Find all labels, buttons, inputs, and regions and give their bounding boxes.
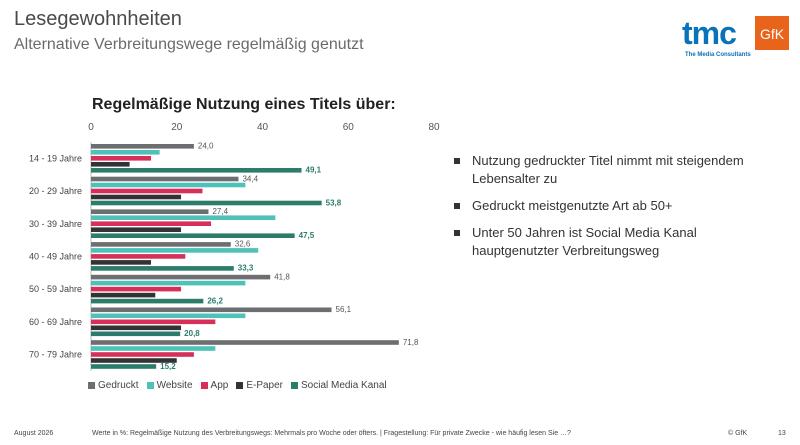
data-label: 32,6 [235, 240, 251, 249]
data-label: 71,8 [403, 338, 419, 347]
data-label: 34,4 [242, 174, 258, 183]
bar-e-paper [91, 292, 156, 298]
legend-item-website: Website [146, 380, 193, 391]
bar-social-media-kanal [91, 233, 295, 238]
bullet-item: Unter 50 Jahren ist Social Media Kanal h… [452, 224, 782, 260]
bar-gedruckt [91, 307, 332, 313]
bar-website [91, 313, 246, 319]
bar-app [91, 156, 152, 161]
key-findings-list: Nutzung gedruckter Titel nimmt mit steig… [452, 152, 782, 269]
bar-gedruckt [91, 176, 239, 182]
chart-title: Regelmäßige Nutzung eines Titels über: [92, 96, 396, 113]
legend-swatch [88, 382, 95, 389]
data-label: 56,1 [336, 305, 352, 314]
bar-e-paper [91, 325, 182, 331]
x-tick-label: 20 [171, 122, 183, 133]
bar-e-paper [91, 194, 182, 200]
data-label: 24,0 [198, 142, 214, 151]
tmc-logo-tagline: The Media Consultants [685, 52, 751, 58]
bar-social-media-kanal [91, 266, 234, 271]
legend-swatch [146, 382, 154, 389]
bar-social-media-kanal [91, 331, 181, 337]
bar-gedruckt [91, 242, 231, 247]
legend-label: Gedruckt [98, 380, 139, 391]
bar-website [91, 182, 246, 188]
data-label: 53,8 [326, 198, 342, 207]
legend-item-epaper: E-Paper [236, 380, 283, 391]
bar-e-paper [91, 358, 177, 363]
bar-gedruckt [91, 274, 271, 280]
category-label: 50 - 59 Jahre [29, 284, 82, 294]
category-label: 60 - 69 Jahre [29, 317, 82, 327]
bar-website [91, 346, 216, 351]
bar-website [91, 248, 259, 253]
bar-e-paper [91, 162, 130, 167]
legend-item-app: App [200, 380, 229, 391]
bar-website [91, 150, 160, 155]
bar-app [91, 352, 194, 357]
legend-label: E-Paper [246, 380, 284, 391]
category-label: 30 - 39 Jahre [29, 219, 82, 229]
bullet-item: Nutzung gedruckter Titel nimmt mit steig… [452, 152, 782, 188]
footer-date: August 2026 [14, 430, 54, 437]
legend-label: Website [156, 380, 193, 391]
bar-social-media-kanal [91, 200, 322, 206]
bar-app [91, 188, 203, 194]
bar-social-media-kanal [91, 298, 204, 304]
footer-note: Werte in %: Regelmäßige Nutzung des Verb… [92, 430, 571, 437]
bar-e-paper [91, 260, 152, 265]
bar-website [91, 215, 276, 220]
bar-app [91, 221, 212, 226]
legend-label: Social Media Kanal [301, 380, 387, 391]
bar-gedruckt [91, 209, 209, 214]
legend-swatch [236, 382, 244, 389]
data-label: 26,2 [207, 296, 223, 305]
data-label: 33,3 [238, 264, 254, 273]
bar-website [91, 280, 246, 286]
gfk-logo-box [755, 16, 789, 50]
bar-social-media-kanal [91, 364, 157, 369]
x-tick-label: 40 [257, 122, 269, 133]
x-tick-label: 0 [88, 122, 94, 133]
data-label: 27,4 [212, 207, 228, 216]
bar-e-paper [91, 227, 182, 232]
legend-swatch [200, 382, 208, 389]
gfk-logo-text: GfK [760, 26, 785, 42]
tmc-logo-text: tmc [682, 15, 736, 51]
data-label: 20,8 [184, 329, 200, 338]
category-label: 14 - 19 Jahre [29, 153, 82, 163]
bar-social-media-kanal [91, 168, 302, 173]
bar-app [91, 319, 216, 325]
x-tick-label: 60 [343, 122, 355, 133]
data-label: 49,1 [306, 166, 322, 175]
x-tick-label: 80 [428, 122, 440, 133]
footer-copyright: © GfK [728, 430, 748, 437]
chart-legend: Gedruckt Website App E-Paper Social Medi… [88, 380, 387, 391]
footer-page-number: 13 [778, 430, 786, 437]
category-label: 40 - 49 Jahre [29, 251, 82, 261]
legend-label: App [210, 380, 229, 391]
bar-app [91, 286, 182, 292]
legend-item-social-media: Social Media Kanal [291, 380, 387, 391]
data-label: 41,8 [274, 272, 290, 281]
bar-app [91, 254, 186, 259]
page-subtitle: Alternative Verbreitungswege regelmäßig … [14, 36, 364, 53]
tmc-gfk-logo: tmc The Media Consultants GfK [682, 15, 789, 58]
bar-gedruckt [91, 340, 399, 345]
page-title: Lesegewohnheiten [14, 8, 182, 30]
bar-gedruckt [91, 144, 194, 149]
bullet-item: Gedruckt meistgenutzte Art ab 50+ [452, 197, 782, 215]
legend-swatch [291, 382, 299, 389]
data-label: 15,2 [160, 362, 176, 371]
data-label: 47,5 [299, 231, 315, 240]
category-label: 20 - 29 Jahre [29, 186, 82, 196]
category-label: 70 - 79 Jahre [29, 350, 82, 360]
legend-item-gedruckt: Gedruckt [88, 380, 139, 391]
